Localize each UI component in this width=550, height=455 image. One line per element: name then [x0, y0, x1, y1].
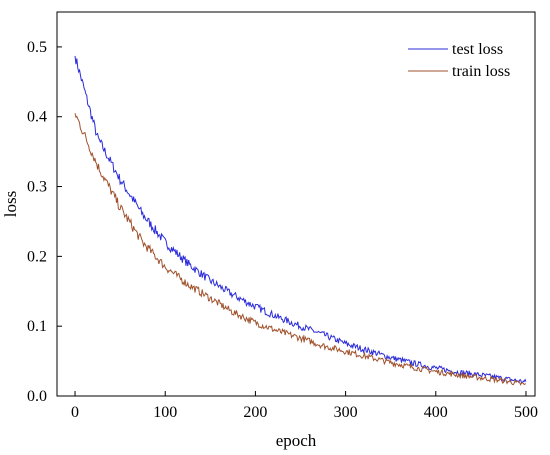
x-tick-label: 300	[334, 404, 358, 421]
plot-frame	[56, 11, 536, 397]
y-tick-label: 0.4	[27, 109, 47, 126]
x-tick-label: 100	[153, 404, 177, 421]
y-axis-label: loss	[1, 191, 20, 217]
axis-ticks: 0 100 200 300 400 500 0.0 0.1 0.2 0.3 0.4 0.5	[27, 39, 538, 421]
series-line-test-loss	[74, 55, 527, 384]
y-tick-label: 0.1	[27, 318, 47, 335]
legend: test loss train loss	[408, 41, 510, 80]
x-axis-label: epoch	[276, 431, 317, 450]
y-tick-label: 0.0	[27, 388, 47, 405]
x-tick-label: 0	[71, 404, 79, 421]
series-layer	[74, 55, 527, 386]
x-tick-label: 200	[243, 404, 267, 421]
y-tick-label: 0.3	[27, 179, 47, 196]
y-tick-label: 0.5	[27, 39, 47, 56]
legend-label: test loss	[452, 41, 503, 58]
x-tick-label: 500	[514, 404, 538, 421]
y-tick-label: 0.2	[27, 248, 47, 265]
legend-label: train loss	[452, 63, 510, 80]
series-line-train-loss	[74, 113, 527, 386]
x-tick-label: 400	[424, 404, 448, 421]
